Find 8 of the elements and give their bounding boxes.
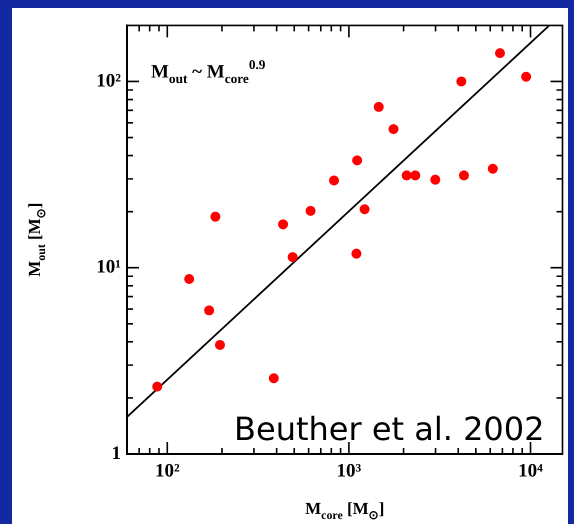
x-tick-label: 10⁴ [518,460,544,482]
y-tick-label: 1 [112,442,121,464]
x-tick-label: 10² [154,460,180,482]
y-tick-label: 10² [96,70,122,92]
y-tick-label: 10¹ [96,256,121,278]
y-axis-title: Mout [M⊙] [25,202,48,277]
annotation: Beuther et al. 2002 [234,410,544,448]
x-tick-label: 10³ [336,460,362,482]
